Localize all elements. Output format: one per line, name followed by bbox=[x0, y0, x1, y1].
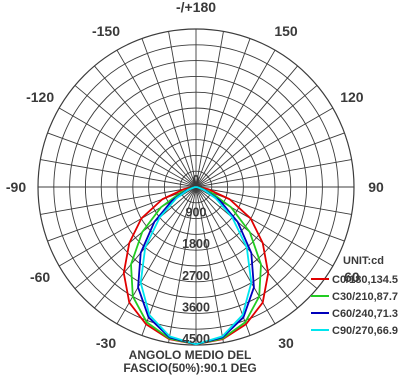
grid-spoke bbox=[40, 159, 197, 188]
angle-label: -90 bbox=[6, 179, 26, 195]
ring-value-label: 3600 bbox=[182, 300, 210, 314]
grid-spoke bbox=[195, 49, 276, 188]
ring-origin-label: 0 bbox=[193, 173, 200, 187]
angle-label: 90 bbox=[368, 179, 384, 195]
grid-spoke bbox=[195, 186, 251, 336]
beam-angle-caption: ANGOLO MEDIO DEL FASCIO(50%):90.1 DEG bbox=[123, 348, 256, 375]
grid-spoke bbox=[58, 107, 197, 188]
legend-entry: C90/270,66.9 bbox=[332, 325, 398, 337]
grid-spoke bbox=[195, 38, 251, 188]
angle-label: -60 bbox=[30, 269, 50, 285]
grid-spoke bbox=[168, 31, 197, 188]
legend-entry: C60/240,71.3 bbox=[332, 308, 398, 320]
grid-spoke bbox=[195, 65, 298, 188]
grid-spoke bbox=[195, 186, 224, 343]
caption-line-2: FASCIO(50%):90.1 DEG bbox=[123, 361, 256, 375]
polar-grid bbox=[37, 28, 355, 346]
grid-spoke bbox=[94, 65, 197, 188]
angle-label: -30 bbox=[96, 335, 116, 351]
legend-entry: C30/210,87.7 bbox=[332, 291, 398, 303]
grid-spoke bbox=[195, 186, 318, 289]
grid-spoke bbox=[47, 132, 197, 188]
grid-spoke bbox=[195, 132, 345, 188]
angle-label: -/+180 bbox=[176, 0, 216, 15]
grid-spoke bbox=[168, 186, 197, 343]
legend-entry: C0/180,134.5 bbox=[332, 274, 398, 286]
angle-label: -150 bbox=[92, 23, 120, 39]
grid-spoke bbox=[116, 49, 197, 188]
grid-spoke bbox=[195, 31, 224, 188]
ring-value-label: 2700 bbox=[182, 269, 210, 283]
grid-spoke bbox=[74, 85, 197, 188]
grid-spoke bbox=[195, 186, 352, 215]
angle-label: 60 bbox=[344, 269, 360, 285]
grid-spoke bbox=[141, 38, 197, 188]
grid-spoke bbox=[141, 186, 197, 336]
ring-value-label: 900 bbox=[186, 206, 207, 220]
grid-spoke bbox=[195, 186, 276, 325]
ring-value-label: 1800 bbox=[182, 237, 210, 251]
angle-label: 150 bbox=[274, 23, 298, 39]
intensity-curves bbox=[122, 186, 270, 346]
grid-spoke bbox=[195, 85, 318, 188]
series-curve bbox=[139, 186, 253, 346]
unit-label: UNIT:cd bbox=[343, 255, 384, 267]
angle-label: -120 bbox=[26, 89, 54, 105]
ring-labels: 900 1800 2700 3600 4500 0 bbox=[182, 173, 210, 346]
angle-labels: 30 60 90 120 150 -/+180 -150 -120 -90 -60 -30 bbox=[6, 0, 384, 351]
grid-spoke bbox=[195, 159, 352, 188]
grid-spoke bbox=[40, 186, 197, 215]
grid-spoke bbox=[116, 186, 197, 325]
angle-label: 120 bbox=[340, 89, 364, 105]
grid-spoke bbox=[195, 107, 334, 188]
ring-value-label: 4500 bbox=[182, 332, 210, 346]
caption-line-1: ANGOLO MEDIO DEL bbox=[129, 348, 252, 362]
angle-label: 30 bbox=[278, 335, 294, 351]
grid-spoke bbox=[74, 186, 197, 289]
legend: UNIT:cd C0/180,134.5 C30/210,87.7 C60/240,… bbox=[311, 255, 398, 337]
